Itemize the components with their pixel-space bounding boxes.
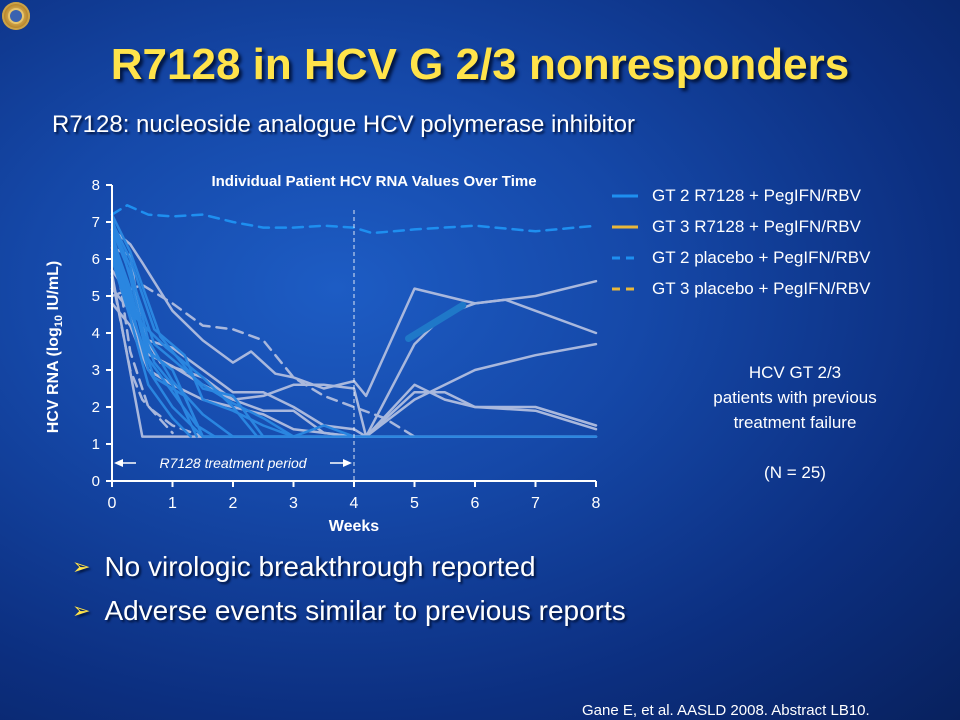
x-tick-label: 4 bbox=[350, 495, 359, 512]
x-tick-label: 7 bbox=[531, 495, 540, 512]
seal-logo-icon bbox=[2, 2, 30, 30]
bullet-list: ➢ No virologic breakthrough reported ➢ A… bbox=[72, 545, 626, 633]
series-line bbox=[405, 301, 467, 342]
series-line bbox=[110, 228, 598, 398]
series-line bbox=[110, 231, 259, 438]
note-line: treatment failure bbox=[733, 413, 857, 432]
note-line: HCV GT 2/3 bbox=[748, 363, 842, 382]
note-line: patients with previous bbox=[713, 388, 877, 407]
hcv-rna-chart: Individual Patient HCV RNA Values Over T… bbox=[45, 173, 601, 535]
y-tick-label: 5 bbox=[92, 288, 100, 305]
bullet-item: ➢ Adverse events similar to previous rep… bbox=[72, 589, 626, 633]
y-tick-label: 1 bbox=[92, 436, 100, 453]
series-line bbox=[110, 220, 295, 438]
series-line bbox=[110, 276, 174, 435]
x-tick-label: 5 bbox=[410, 495, 419, 512]
y-tick-label: 2 bbox=[92, 399, 100, 416]
legend-swatch bbox=[612, 194, 638, 197]
note-line: (N = 25) bbox=[764, 463, 826, 482]
bullet-text: Adverse events similar to previous repor… bbox=[104, 595, 626, 626]
population-note: HCV GT 2/3 patients with previous treatm… bbox=[660, 360, 930, 485]
y-tick-label: 7 bbox=[92, 214, 100, 231]
note-line bbox=[660, 435, 930, 460]
x-tick-label: 1 bbox=[168, 495, 177, 512]
legend-label: GT 3 R7128 + PegIFN/RBV bbox=[652, 216, 861, 236]
series-line bbox=[110, 250, 205, 438]
bullet-text: No virologic breakthrough reported bbox=[104, 551, 536, 582]
arrow-left-icon bbox=[114, 459, 123, 467]
x-tick-label: 2 bbox=[229, 495, 238, 512]
series-line bbox=[110, 224, 235, 438]
legend-item: GT 2 R7128 + PegIFN/RBV bbox=[612, 180, 870, 211]
legend-swatch bbox=[612, 256, 638, 259]
slide-title: R7128 in HCV G 2/3 nonresponders bbox=[110, 40, 850, 89]
series-line bbox=[110, 283, 416, 438]
series-line bbox=[110, 268, 598, 438]
triangle-bullet-icon: ➢ bbox=[72, 554, 91, 579]
y-tick-label: 0 bbox=[92, 473, 100, 490]
chart-legend: GT 2 R7128 + PegIFN/RBV GT 3 R7128 + PegI… bbox=[612, 180, 870, 304]
series-line bbox=[110, 257, 192, 438]
legend-label: GT 2 R7128 + PegIFN/RBV bbox=[652, 185, 861, 205]
legend-item: GT 3 R7128 + PegIFN/RBV bbox=[612, 211, 870, 242]
x-tick-label: 3 bbox=[289, 495, 298, 512]
slide-subtitle: R7128: nucleoside analogue HCV polymeras… bbox=[52, 111, 636, 138]
series-line bbox=[110, 228, 356, 438]
triangle-bullet-icon: ➢ bbox=[72, 598, 91, 623]
y-axis-label: HCV RNA (log10 IU/mL) bbox=[45, 261, 65, 434]
y-tick-label: 6 bbox=[92, 251, 100, 268]
bullet-item: ➢ No virologic breakthrough reported bbox=[72, 545, 626, 589]
citation: Gane E, et al. AASLD 2008. Abstract LB10… bbox=[582, 702, 870, 719]
legend-item: GT 2 placebo + PegIFN/RBV bbox=[612, 242, 870, 273]
x-tick-label: 6 bbox=[471, 495, 480, 512]
x-tick-label: 8 bbox=[592, 495, 601, 512]
chart-title: Individual Patient HCV RNA Values Over T… bbox=[211, 173, 536, 190]
y-tick-label: 3 bbox=[92, 362, 100, 379]
treatment-period-label: R7128 treatment period bbox=[159, 455, 307, 471]
series-line bbox=[110, 204, 598, 235]
series-line bbox=[110, 242, 205, 438]
legend-swatch bbox=[612, 287, 638, 290]
x-axis-label: Weeks bbox=[329, 518, 380, 535]
y-tick-label: 8 bbox=[92, 177, 100, 194]
x-tick-label: 0 bbox=[108, 495, 117, 512]
legend-item: GT 3 placebo + PegIFN/RBV bbox=[612, 273, 870, 304]
legend-label: GT 2 placebo + PegIFN/RBV bbox=[652, 247, 871, 267]
arrow-right-icon bbox=[343, 459, 352, 467]
y-tick-label: 4 bbox=[92, 325, 100, 342]
legend-label: GT 3 placebo + PegIFN/RBV bbox=[652, 278, 871, 298]
legend-swatch bbox=[612, 225, 638, 228]
